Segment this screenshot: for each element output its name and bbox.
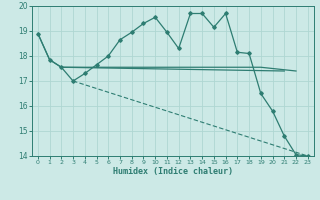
X-axis label: Humidex (Indice chaleur): Humidex (Indice chaleur) [113,167,233,176]
